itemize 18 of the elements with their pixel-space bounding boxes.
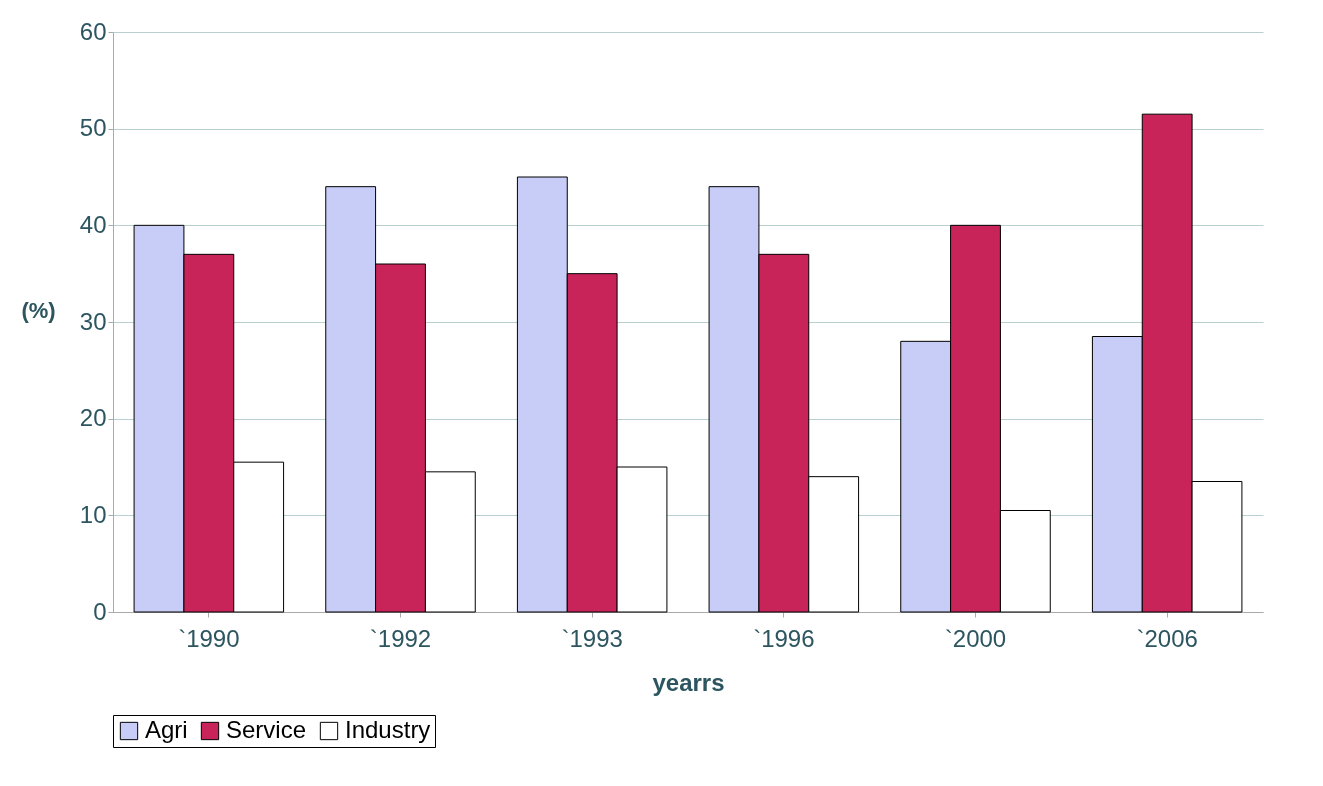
legend-label: Agri <box>145 716 188 743</box>
x-tick-label: `1990 <box>178 624 240 652</box>
x-tick-label: `2006 <box>1136 624 1198 652</box>
y-tick-label: 50 <box>79 114 107 142</box>
legend-label: Industry <box>345 716 431 743</box>
x-tick-label: `1993 <box>561 624 623 652</box>
x-tick-label: `2000 <box>944 624 1007 652</box>
x-tick-label: `1996 <box>753 624 815 652</box>
y-tick-label: 40 <box>79 210 107 238</box>
y-axis-title: (%) <box>21 297 56 323</box>
legend-label: Service <box>226 716 307 743</box>
y-tick-label: 0 <box>93 597 107 625</box>
x-tick-label: `1992 <box>369 624 432 652</box>
y-tick-label: 30 <box>79 307 107 335</box>
x-axis-title: yearrs <box>652 668 725 696</box>
y-tick-label: 60 <box>79 17 107 45</box>
y-tick-label: 20 <box>79 404 107 432</box>
y-tick-label: 10 <box>79 500 107 528</box>
